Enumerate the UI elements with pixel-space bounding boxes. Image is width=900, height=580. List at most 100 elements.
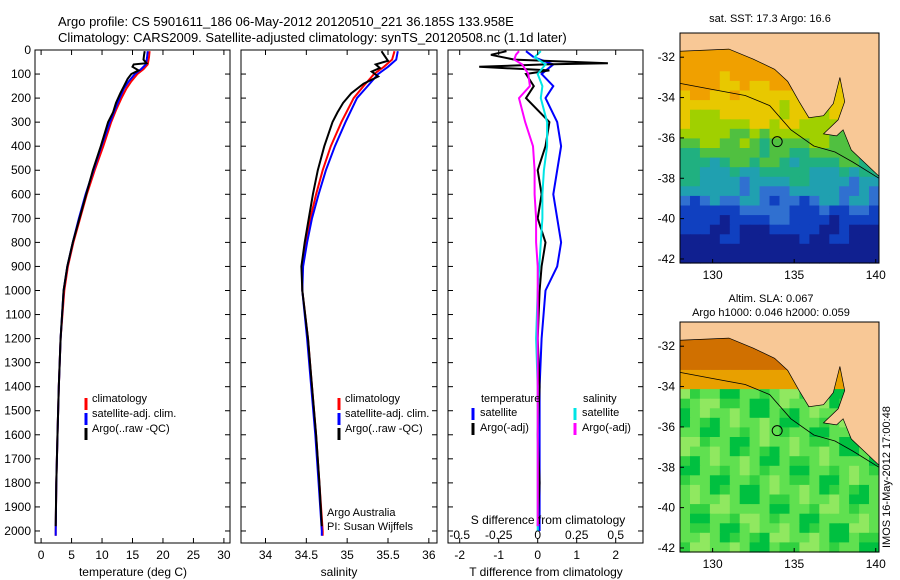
map-cell: [709, 253, 721, 264]
map-cell: [769, 389, 780, 400]
map-cell: [829, 234, 840, 245]
map-cell: [680, 504, 691, 515]
map-cell: [809, 475, 820, 486]
map-cell: [829, 456, 840, 467]
map-cell: [699, 456, 711, 467]
map-cell: [719, 176, 731, 187]
map-frame: [679, 32, 880, 264]
map-cell: [729, 475, 741, 486]
map-cell: [690, 379, 701, 390]
map-cell: [729, 532, 741, 543]
map-cell: [680, 350, 691, 361]
map-y-tick-label: -40: [658, 212, 676, 226]
x-tick-label: 0: [534, 548, 541, 562]
map-cell: [809, 513, 820, 524]
map-cell: [699, 128, 711, 139]
map-cell: [799, 138, 810, 149]
map-cell: [709, 398, 721, 409]
series-line: [300, 50, 390, 527]
map-cell: [719, 532, 731, 543]
map-cell: [739, 234, 751, 245]
map-cell: [699, 408, 711, 419]
map-cell: [799, 504, 810, 515]
map-cell: [869, 532, 880, 543]
map-cell: [789, 523, 800, 534]
map-cell: [690, 119, 701, 130]
map-cell: [709, 408, 721, 419]
map-cell: [719, 157, 731, 168]
map-cell: [680, 360, 691, 371]
map-cell: [789, 417, 800, 428]
map-cell: [769, 71, 780, 82]
y-tick-label: 400: [11, 139, 31, 153]
map-cell: [719, 350, 731, 361]
figure-title-line1: Argo profile: CS 5901611_186 06-May-2012…: [58, 14, 514, 29]
map-cell: [769, 205, 780, 216]
map-y-tick-label: -42: [658, 541, 676, 555]
map-cell: [809, 167, 820, 178]
map-cell: [829, 109, 840, 120]
map-cell: [769, 504, 780, 515]
map-cell: [729, 71, 741, 82]
map-cell: [680, 157, 691, 168]
x2-tick-label: 0.25: [565, 528, 589, 542]
map-cell: [759, 243, 771, 254]
map-cell: [869, 167, 880, 178]
map-cell: [719, 523, 731, 534]
map-cell: [819, 243, 830, 254]
map-cell: [690, 389, 701, 400]
map-cell: [799, 456, 810, 467]
map-cell: [819, 427, 830, 438]
map-cell: [680, 542, 691, 553]
map-cell: [829, 427, 840, 438]
credit-line1: Argo Australia: [327, 507, 396, 519]
map-cell: [869, 494, 880, 505]
map-cell: [739, 205, 751, 216]
y-tick-label: 2000: [4, 524, 31, 538]
map-cell: [849, 465, 860, 476]
y-tick-label: 1900: [4, 500, 31, 514]
map-cell: [709, 427, 721, 438]
map-cell: [699, 532, 711, 543]
map-cell: [729, 456, 741, 467]
map-cell: [849, 167, 860, 178]
map-cell: [769, 475, 780, 486]
map-cell: [739, 253, 751, 264]
map-cell: [749, 157, 761, 168]
y-tick-label: 200: [11, 91, 31, 105]
map-cell: [759, 109, 771, 120]
map-cell: [729, 61, 741, 72]
map-cell: [859, 215, 870, 226]
y-tick-label: 0: [24, 43, 31, 57]
map-cell: [680, 215, 691, 226]
map-cell: [749, 167, 761, 178]
map-cell: [769, 80, 780, 92]
map-cell: [759, 427, 771, 438]
map-cell: [690, 456, 701, 467]
legend-label: climatology: [345, 393, 401, 405]
map-cell: [869, 542, 880, 553]
map-cell: [709, 475, 721, 486]
map-cell: [690, 167, 701, 178]
map-cell: [699, 224, 711, 235]
map-cell: [789, 484, 800, 496]
map-cell: [719, 128, 731, 139]
map-cell: [789, 109, 800, 120]
map-cell: [739, 71, 751, 82]
map-cell: [839, 205, 850, 216]
map-cell: [699, 523, 711, 534]
map-cell: [680, 224, 691, 235]
map-cell: [680, 408, 691, 419]
map-cell: [739, 167, 751, 178]
map-cell: [779, 186, 790, 197]
map-cell: [759, 215, 771, 226]
map-cell: [719, 427, 731, 438]
map-cell: [789, 427, 800, 438]
map-cell: [849, 195, 860, 207]
map-cell: [699, 398, 711, 409]
map-cell: [749, 128, 761, 139]
map-cell: [779, 523, 790, 534]
x-tick-label: 10: [95, 548, 109, 562]
map-cell: [719, 61, 731, 72]
map-cell: [699, 243, 711, 254]
